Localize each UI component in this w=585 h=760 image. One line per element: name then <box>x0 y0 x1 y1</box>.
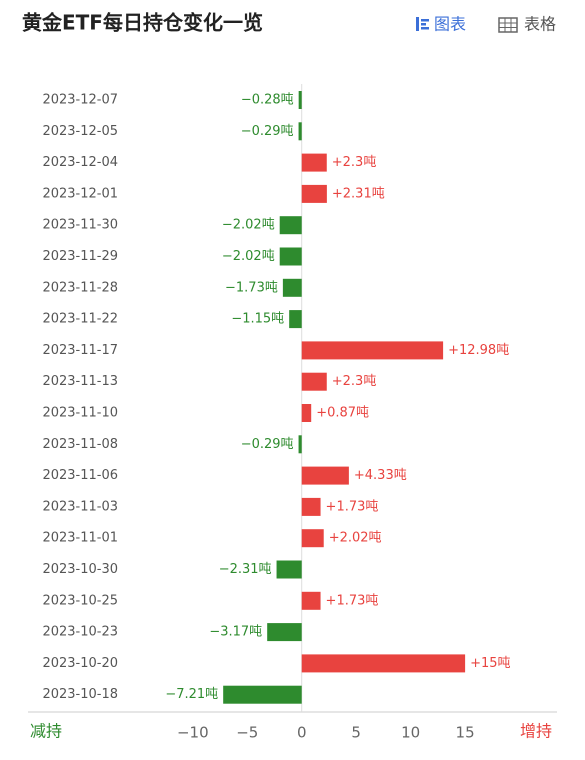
y-tick-label: 2023-10-25 <box>42 593 118 608</box>
y-tick-label: 2023-10-23 <box>42 625 118 640</box>
bar <box>301 529 324 548</box>
value-label: −2.02吨 <box>222 249 275 264</box>
bar <box>279 216 302 235</box>
bar <box>301 372 327 391</box>
bar <box>279 247 302 266</box>
x-tick-label: 0 <box>297 724 307 742</box>
x-tick-label: 15 <box>456 724 475 742</box>
value-label: +2.3吨 <box>332 155 377 170</box>
axis-label-left: 减持 <box>30 722 62 741</box>
y-tick-label: 2023-10-18 <box>42 687 118 702</box>
value-label: −2.31吨 <box>219 562 272 577</box>
tab-icon <box>416 17 419 31</box>
x-tick-label: 5 <box>351 724 361 742</box>
tab-chart[interactable]: 图表 <box>416 15 466 34</box>
axis-label-right: 增持 <box>520 722 552 741</box>
value-label: +1.73吨 <box>326 593 379 608</box>
value-label: −0.29吨 <box>241 124 294 139</box>
value-label: +1.73吨 <box>326 499 379 514</box>
value-label: +4.33吨 <box>354 468 407 483</box>
title: 黄金ETF每日持仓变化一览 <box>22 11 263 35</box>
tab-icon <box>421 27 429 30</box>
tab-icon <box>421 23 426 26</box>
bar <box>301 404 312 422</box>
x-tick-label: −5 <box>236 724 258 742</box>
y-tick-label: 2023-11-22 <box>42 312 118 327</box>
y-tick-label: 2023-12-01 <box>42 186 118 201</box>
y-tick-label: 2023-12-05 <box>42 124 118 139</box>
bar <box>301 341 444 360</box>
bar <box>301 591 321 610</box>
bar <box>282 278 302 297</box>
value-label: −2.02吨 <box>222 218 275 233</box>
bar <box>301 153 327 172</box>
bar <box>301 466 349 485</box>
bar <box>267 623 302 642</box>
tab-table[interactable]: 表格 <box>498 15 556 34</box>
x-tick-label: −10 <box>177 724 209 742</box>
value-label: −1.15吨 <box>231 312 284 327</box>
y-tick-label: 2023-11-03 <box>42 499 118 514</box>
bar <box>301 184 327 203</box>
y-tick-label: 2023-11-17 <box>42 343 118 358</box>
tab-label[interactable]: 表格 <box>524 15 556 34</box>
bar <box>289 310 302 329</box>
value-label: −7.21吨 <box>165 687 218 702</box>
bar <box>298 122 302 141</box>
value-label: +0.87吨 <box>316 406 369 421</box>
value-label: −1.73吨 <box>225 280 278 295</box>
y-tick-label: 2023-12-04 <box>42 155 118 170</box>
y-tick-label: 2023-11-10 <box>42 406 118 421</box>
value-label: +2.31吨 <box>332 186 385 201</box>
value-label: +12.98吨 <box>448 343 509 358</box>
value-label: +2.02吨 <box>329 531 382 546</box>
y-tick-label: 2023-11-08 <box>42 437 118 452</box>
value-label: −3.17吨 <box>209 625 262 640</box>
tab-icon <box>421 19 429 22</box>
bar <box>301 497 321 516</box>
value-label: +2.3吨 <box>332 374 377 389</box>
value-label: −0.29吨 <box>241 437 294 452</box>
value-label: −0.28吨 <box>241 93 294 108</box>
x-tick-label: 10 <box>401 724 420 742</box>
y-tick-label: 2023-11-13 <box>42 374 118 389</box>
y-tick-label: 2023-10-30 <box>42 562 118 577</box>
y-tick-label: 2023-11-29 <box>42 249 118 264</box>
bar <box>276 560 302 579</box>
y-tick-label: 2023-11-01 <box>42 531 118 546</box>
y-tick-label: 2023-10-20 <box>42 656 118 671</box>
bar <box>223 685 302 704</box>
bar <box>301 654 466 673</box>
tab-label[interactable]: 图表 <box>434 15 466 34</box>
y-tick-label: 2023-11-06 <box>42 468 118 483</box>
value-label: +15吨 <box>470 656 510 671</box>
tab-icon <box>498 17 518 33</box>
bar <box>298 91 302 109</box>
y-tick-label: 2023-12-07 <box>42 93 118 108</box>
y-tick-label: 2023-11-30 <box>42 218 118 233</box>
bar <box>298 435 302 454</box>
y-tick-label: 2023-11-28 <box>42 280 118 295</box>
